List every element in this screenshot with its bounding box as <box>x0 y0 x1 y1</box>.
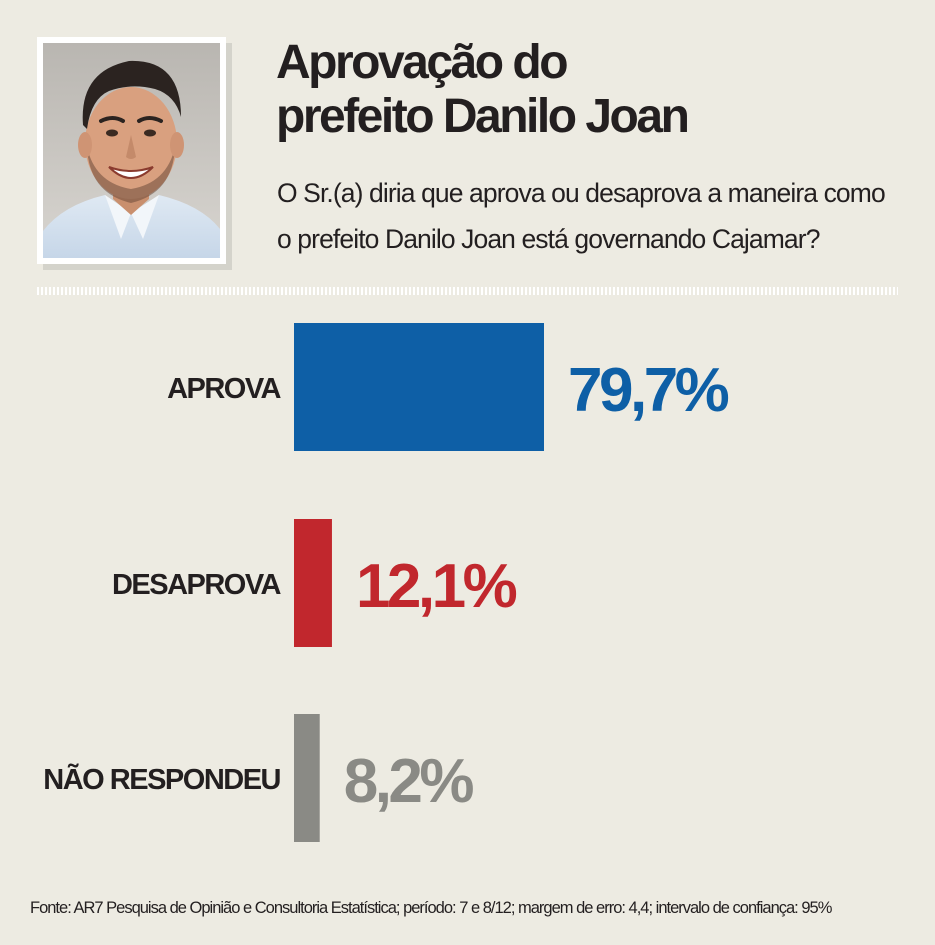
mayor-photo <box>37 37 226 264</box>
question-line-1: O Sr.(a) diria que aprova ou desaprova a… <box>277 178 886 208</box>
mayor-portrait-image <box>43 43 220 258</box>
source-note: Fonte: AR7 Pesquisa de Opinião e Consult… <box>30 899 832 917</box>
value-label-desaprova: 12,1% <box>356 552 517 621</box>
category-label-aprova: APROVA <box>167 373 281 405</box>
bar-nao-respondeu <box>294 714 320 842</box>
bar-desaprova <box>294 519 332 647</box>
title-line-2: prefeito Danilo Joan <box>276 90 690 143</box>
bar-aprova <box>294 323 544 451</box>
value-label-aprova: 79,7% <box>568 356 729 425</box>
chart-title: Aprovação do prefeito Danilo Joan <box>276 36 796 144</box>
title-line-1: Aprovação do <box>276 36 569 89</box>
question-line-2: o prefeito Danilo Joan está governando C… <box>277 224 820 254</box>
value-label-nao-respondeu: 8,2% <box>344 747 474 816</box>
category-label-nao-respondeu: NÃO RESPONDEU <box>43 762 280 796</box>
dotted-divider <box>37 287 898 295</box>
category-label-desaprova: DESAPROVA <box>112 569 282 601</box>
survey-question: O Sr.(a) diria que aprova ou desaprova a… <box>277 170 917 262</box>
